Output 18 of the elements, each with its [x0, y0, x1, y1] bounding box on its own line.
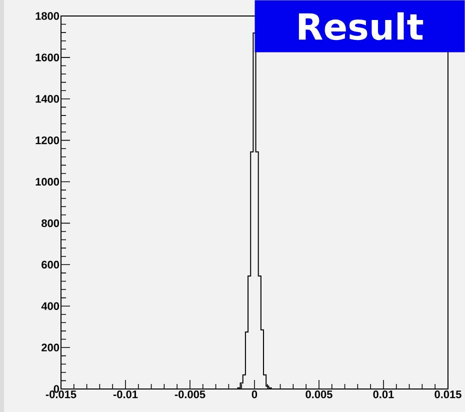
x-tick-label: -0.01: [113, 390, 138, 398]
x-tick-label: -0.005: [174, 390, 206, 398]
y-tick-label: 1600: [36, 54, 60, 62]
y-tick-label: 1400: [36, 95, 60, 103]
y-tick-label: 0: [54, 385, 60, 393]
x-tick-label: -0.015: [46, 390, 76, 398]
x-tick-label: 0.01: [373, 390, 394, 398]
y-tick-label: 800: [42, 219, 60, 228]
y-tick-label: 200: [42, 344, 60, 352]
y-tick-label: 600: [42, 260, 60, 269]
x-tick-label: 0.015: [434, 390, 462, 398]
y-tick-label: 400: [41, 302, 60, 310]
y-tick-label: 1000: [36, 178, 60, 186]
x-tick-label: 0.005: [306, 390, 332, 398]
chart-title: Result: [298, 12, 424, 40]
y-tick-label: 1800: [36, 12, 60, 20]
y-tick-label: 1200: [36, 136, 60, 144]
x-tick-label: 0: [252, 390, 258, 398]
